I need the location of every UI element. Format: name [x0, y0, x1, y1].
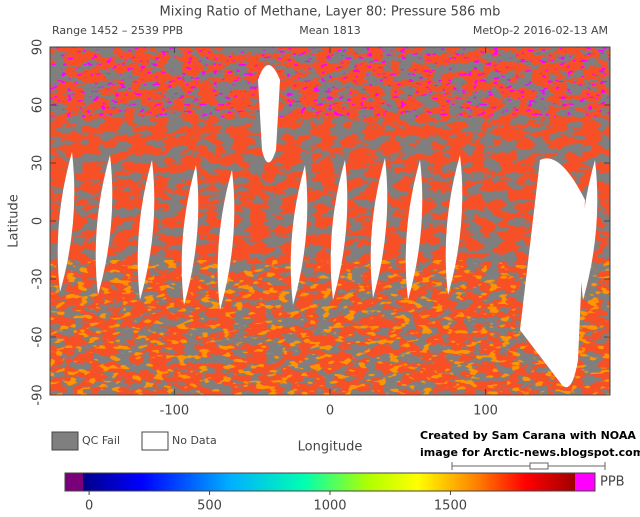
mean: Mean 1813: [299, 24, 360, 37]
legend-label: No Data: [172, 434, 217, 447]
no-data-swath: [405, 160, 423, 300]
no-data-swaths: [57, 152, 598, 310]
colorbar-tick-label: 1000: [313, 499, 346, 514]
axes: -100 0 100 90 60 30 0 -30 -60 -90 Longitude Latitud…: [7, 39, 610, 455]
y-tick-label: 60: [31, 97, 46, 114]
no-data-swath: [217, 170, 235, 310]
map-field: [50, 47, 610, 395]
colorbar-under: [65, 473, 83, 491]
methane-field-peak: [50, 47, 610, 117]
y-tick-label: 0: [31, 217, 46, 225]
legend-label: QC Fail: [82, 434, 120, 447]
credit: image for Arctic-news.blogspot.com: [420, 446, 640, 459]
colorbar: [83, 473, 575, 491]
no-data-swath: [370, 158, 388, 298]
no-data-swath: [258, 65, 280, 163]
x-tick-label: 100: [473, 404, 498, 419]
y-tick-label: 90: [31, 39, 46, 56]
x-axis-label: Longitude: [298, 440, 363, 455]
y-tick-label: 30: [31, 155, 46, 172]
no-data-swath: [330, 160, 348, 300]
x-tick-label: 0: [326, 404, 334, 419]
no-data-swath: [580, 160, 598, 300]
colorbar-tick-label: 500: [197, 499, 222, 514]
colorbar-tick-label: 1500: [434, 499, 467, 514]
y-tick-label: -90: [31, 384, 46, 405]
x-tick-label: -100: [160, 404, 190, 419]
y-tick-label: -60: [31, 326, 46, 347]
title: Mixing Ratio of Methane, Layer 80: Press…: [160, 5, 501, 20]
no-data-swath: [445, 155, 463, 295]
legend-swatch-qc: [51, 431, 79, 451]
no-data-swath: [137, 160, 155, 300]
no-data-swath: [57, 152, 75, 292]
y-axis-label: Latitude: [7, 194, 22, 248]
y-tick-label: -30: [31, 268, 46, 289]
no-data-swath: [520, 158, 585, 388]
no-data-swath: [290, 165, 308, 305]
range: Range 1452 – 2539 PPB: [52, 24, 183, 37]
credit: Created by Sam Carana with NOAA: [420, 429, 636, 442]
colorbar-tick-label: 0: [85, 499, 93, 514]
legend-swatch-nodata: [141, 431, 169, 451]
colorbar-label: PPB: [600, 475, 625, 490]
no-data-swath: [181, 165, 199, 305]
colorbar-over: [575, 473, 595, 491]
colorbar-ticks: 0 500 1000 1500: [85, 491, 467, 514]
source: MetOp-2 2016-02-13 AM: [473, 24, 608, 37]
no-data-swath: [95, 155, 113, 295]
scroll-indicator: [451, 462, 606, 470]
